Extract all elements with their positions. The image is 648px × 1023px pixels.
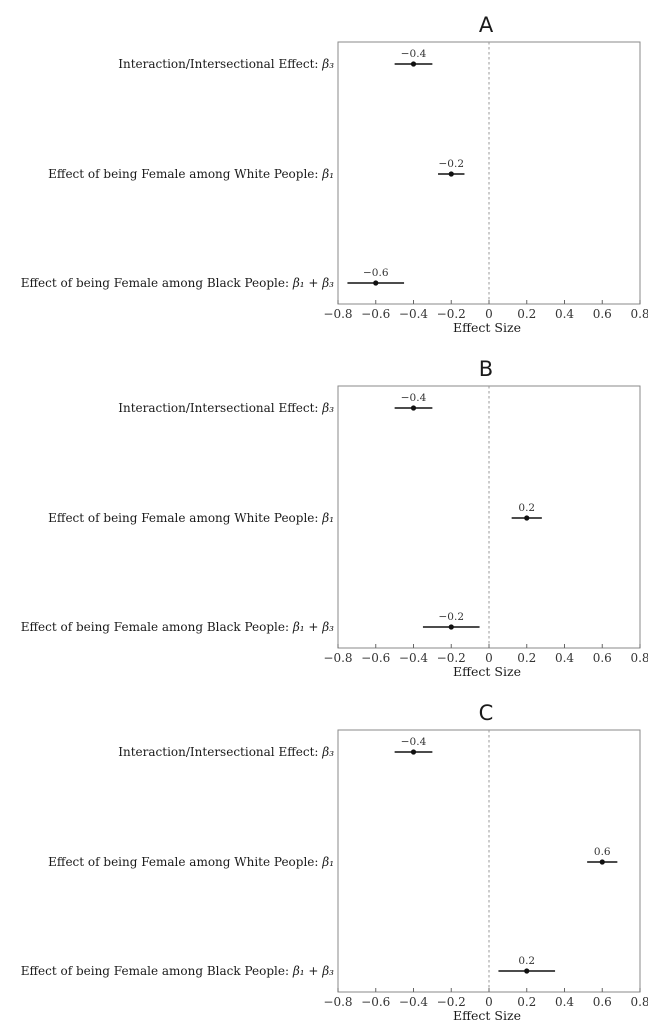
row-label-text: Effect of being Female among White Peopl…: [48, 855, 322, 869]
row-label-symbol: β₁: [321, 167, 334, 181]
row-label-text: Effect of being Female among White Peopl…: [48, 167, 322, 181]
row-label-text: Interaction/Intersectional Effect:: [118, 745, 322, 759]
data-label: 0.6: [594, 846, 611, 858]
point-estimate: [410, 61, 417, 67]
x-tick-label: −0.2: [437, 995, 466, 1009]
row-label-symbol: β₁: [321, 511, 334, 525]
x-tick-label: 0.6: [593, 995, 612, 1009]
x-tick-label: 0.2: [517, 651, 536, 665]
x-tick-label: −0.4: [399, 651, 429, 665]
x-tick-label: 0: [485, 995, 493, 1009]
data-label: −0.4: [401, 48, 427, 60]
row-label-symbol: β₁: [321, 855, 334, 869]
row-label-text: Interaction/Intersectional Effect:: [118, 57, 322, 71]
x-tick-label: −0.6: [361, 995, 390, 1009]
point-estimate: [524, 515, 530, 521]
data-label: −0.6: [363, 267, 389, 279]
x-tick-label: 0.8: [630, 307, 648, 321]
panel-c: C −0.8 −0.6 −0.4 −0.2 0 0.2 0.4 0.6 0.8 Effect Siz…: [21, 701, 648, 1023]
point-estimate: [599, 859, 605, 865]
x-tick-label: −0.8: [323, 995, 352, 1009]
row-label-symbol: β₃: [321, 401, 334, 415]
row-label: Effect of being Female among White Peopl…: [48, 511, 334, 525]
row-label: Interaction/Intersectional Effect: β₃: [118, 401, 334, 415]
row-label: Effect of being Female among White Peopl…: [48, 855, 334, 869]
row-label: Effect of being Female among Black Peopl…: [21, 964, 334, 978]
panel-letter: C: [479, 701, 494, 725]
x-tick-label: 0.4: [555, 995, 574, 1009]
x-tick-label: −0.8: [323, 307, 352, 321]
x-tick-label: −0.6: [361, 651, 390, 665]
data-label: −0.4: [401, 736, 427, 748]
x-tick-label: −0.2: [437, 307, 466, 321]
x-tick-label: −0.8: [323, 651, 352, 665]
row-label-symbol: β₁ + β₃: [292, 620, 334, 634]
panel-a: A −0.8 −0.6 −0.4 −0.2 0 0.2 0.4 0.6 0.8 Effect Siz…: [21, 13, 648, 335]
point-estimate: [448, 624, 454, 630]
point-estimate: [373, 280, 379, 286]
x-axis-title: Effect Size: [453, 1008, 521, 1023]
data-label: −0.2: [439, 158, 465, 170]
panel-letter: B: [479, 357, 493, 381]
x-tick-label: 0: [485, 651, 493, 665]
row-label-text: Interaction/Intersectional Effect:: [118, 401, 322, 415]
x-tick-label: −0.2: [437, 651, 466, 665]
point-estimate: [448, 171, 454, 177]
point-estimate: [410, 405, 417, 411]
x-tick-label: 0.4: [555, 651, 574, 665]
row-label-text: Effect of being Female among Black Peopl…: [21, 964, 293, 978]
row-label-symbol: β₁ + β₃: [292, 276, 334, 290]
x-axis-title: Effect Size: [453, 664, 521, 679]
row-label-symbol: β₃: [321, 57, 334, 71]
x-tick-label: 0.8: [630, 995, 648, 1009]
row-label: Interaction/Intersectional Effect: β₃: [118, 57, 334, 71]
row-label-symbol: β₁ + β₃: [292, 964, 334, 978]
data-label: −0.4: [401, 392, 427, 404]
row-label: Effect of being Female among White Peopl…: [48, 167, 334, 181]
point-estimate: [524, 968, 530, 974]
x-tick-label: 0.4: [555, 307, 574, 321]
x-tick-label: 0.6: [593, 651, 612, 665]
x-tick-label: 0.2: [517, 307, 536, 321]
data-label: 0.2: [518, 955, 535, 967]
row-label: Effect of being Female among Black Peopl…: [21, 276, 334, 290]
row-label-text: Effect of being Female among Black Peopl…: [21, 620, 293, 634]
data-label: 0.2: [518, 502, 535, 514]
x-tick-label: 0.6: [593, 307, 612, 321]
data-label: −0.2: [439, 611, 465, 623]
row-label: Effect of being Female among Black Peopl…: [21, 620, 334, 634]
point-estimate: [410, 749, 417, 755]
x-tick-label: −0.4: [399, 995, 429, 1009]
panel-letter: A: [479, 13, 494, 37]
x-tick-label: 0.8: [630, 651, 648, 665]
row-label-symbol: β₃: [321, 745, 334, 759]
x-tick-label: 0: [485, 307, 493, 321]
x-tick-label: −0.4: [399, 307, 429, 321]
x-tick-label: −0.6: [361, 307, 390, 321]
panel-b: B −0.8 −0.6 −0.4 −0.2 0 0.2 0.4 0.6 0.8 Effect Siz…: [21, 357, 648, 679]
x-tick-label: 0.2: [517, 995, 536, 1009]
row-label: Interaction/Intersectional Effect: β₃: [118, 745, 334, 759]
x-axis-title: Effect Size: [453, 320, 521, 335]
row-label-text: Effect of being Female among Black Peopl…: [21, 276, 293, 290]
row-label-text: Effect of being Female among White Peopl…: [48, 511, 322, 525]
